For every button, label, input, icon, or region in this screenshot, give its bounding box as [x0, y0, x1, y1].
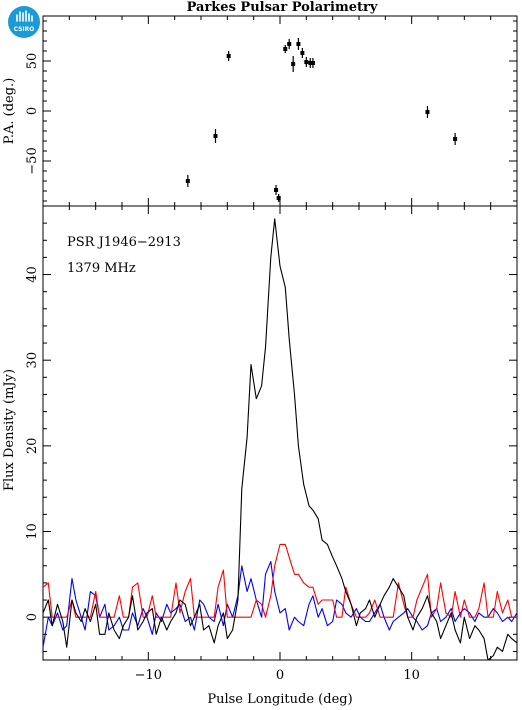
pa-y-tick-label: 0 — [25, 107, 40, 115]
flux-y-tick-label: 20 — [25, 438, 40, 455]
pa-y-tick-label: −50 — [25, 147, 40, 174]
pa-y-tick-label: 50 — [25, 53, 40, 70]
pa-data-point — [304, 60, 309, 64]
linear-polarization-line — [42, 543, 517, 618]
pa-data-point — [185, 179, 190, 183]
pa-panel-frame — [42, 15, 518, 207]
pulsar-name-annotation: PSR J1946−2913 — [67, 235, 181, 250]
flux-y-tick-label: 10 — [25, 523, 40, 540]
pa-data-point — [287, 42, 292, 46]
pa-data-point — [283, 47, 288, 51]
flux-series-lines — [42, 218, 518, 661]
pa-data-point — [308, 61, 313, 65]
pa-panel: −50 0 50 P.A. (deg.) — [2, 15, 518, 207]
flux-y-tick-label: 0 — [25, 613, 40, 621]
csiro-logo-circle — [8, 6, 40, 38]
flux-x-tick-label: −10 — [135, 668, 162, 683]
pa-data-point — [276, 196, 281, 200]
csiro-logo-icon: CSIRO — [8, 6, 40, 38]
pa-data-point — [296, 42, 301, 46]
frequency-annotation: 1379 MHz — [67, 261, 136, 276]
flux-x-tick-label: 0 — [276, 668, 284, 683]
flux-y-tick-label: 30 — [25, 352, 40, 369]
pa-data-point — [226, 54, 231, 58]
pa-data-point — [425, 110, 430, 114]
pa-data-point — [274, 188, 279, 192]
flux-y-tick-label: 40 — [25, 266, 40, 283]
x-axis-label: Pulse Longitude (deg) — [207, 692, 352, 707]
flux-y-axis-label: Flux Density (mJy) — [2, 369, 17, 491]
total-intensity-line — [42, 218, 518, 661]
flux-x-tick-label: 10 — [403, 668, 420, 683]
circular-polarization-line — [42, 560, 518, 648]
pa-axis-ticks — [42, 16, 518, 206]
pa-axis-tick-labels: −50 0 50 — [25, 53, 40, 175]
csiro-logo-text: CSIRO — [14, 26, 35, 33]
pa-y-axis-label: P.A. (deg.) — [2, 78, 17, 145]
pa-data-point — [300, 51, 305, 55]
pa-data-point — [213, 134, 218, 138]
page-title: Parkes Pulsar Polarimetry — [187, 0, 378, 15]
pa-data-points — [185, 38, 458, 202]
pa-data-point — [310, 61, 315, 65]
flux-axis-tick-labels: −10 0 10 0 10 20 30 40 — [25, 266, 420, 683]
pa-data-point — [291, 62, 296, 66]
pa-data-point — [453, 137, 458, 141]
